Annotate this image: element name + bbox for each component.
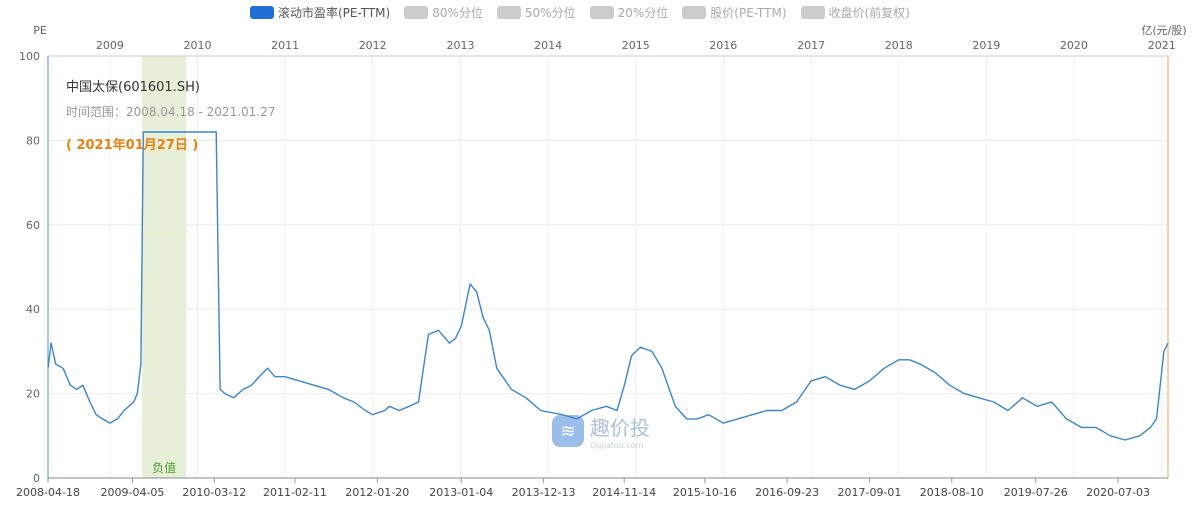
watermark-logo-icon: ≋ [552, 415, 584, 447]
top-year-label: 2012 [359, 39, 387, 52]
y-tick-label: 40 [26, 303, 40, 316]
x-tick-label: 2010-03-12 [182, 486, 246, 499]
top-year-label: 2018 [885, 39, 913, 52]
x-tick-label: 2019-07-26 [1004, 486, 1068, 499]
x-tick-label: 2011-02-11 [263, 486, 327, 499]
top-year-label: 2016 [709, 39, 737, 52]
legend-item-5[interactable]: 收盘价(前复权) [800, 4, 910, 21]
x-tick-label: 2013-01-04 [429, 486, 493, 499]
watermark-text: 趣价投 [590, 416, 650, 440]
x-tick-label: 2012-01-20 [345, 486, 409, 499]
legend-label: 股价(PE-TTM) [710, 6, 787, 20]
time-range: 时间范围：2008.04.18 - 2021.01.27 [66, 105, 276, 119]
y-tick-label: 100 [19, 50, 40, 63]
top-year-label: 2015 [622, 39, 650, 52]
legend-swatch [496, 6, 521, 19]
legend-item-0[interactable]: 滚动市盈率(PE-TTM) [250, 4, 390, 21]
y-tick-label: 80 [26, 134, 40, 147]
legend-swatch [800, 6, 825, 19]
top-year-label: 2014 [534, 39, 562, 52]
legend-swatch [682, 6, 707, 19]
top-year-label: 2010 [184, 39, 212, 52]
legend-item-4[interactable]: 股价(PE-TTM) [682, 4, 787, 21]
legend-label: 滚动市盈率(PE-TTM) [278, 6, 391, 20]
x-tick-label: 2018-08-10 [920, 486, 984, 499]
top-year-label: 2009 [96, 39, 124, 52]
x-tick-label: 2015-10-16 [673, 486, 737, 499]
y-tick-label: 60 [26, 219, 40, 232]
legend-item-2[interactable]: 50%分位 [496, 4, 576, 21]
stock-name: 中国太保(601601.SH) [66, 80, 200, 95]
watermark-sub: Qujiatou.com [590, 441, 644, 450]
legend-label: 20%分位 [617, 6, 669, 20]
x-tick-label: 2020-07-03 [1086, 486, 1150, 499]
watermark: ≋ 趣价投 Qujiatou.com [552, 412, 650, 450]
legend: 滚动市盈率(PE-TTM) 80%分位 50%分位 20%分位 股价(PE-TTM) 收盘… [250, 4, 910, 21]
current-date: ( 2021年01月27日 ) [66, 138, 199, 153]
x-tick-label: 2014-11-14 [592, 486, 656, 499]
legend-swatch [589, 6, 614, 19]
legend-label: 收盘价(前复权) [828, 6, 910, 20]
info-panel: 中国太保(601601.SH) 时间范围：2008.04.18 - 2021.0… [66, 76, 275, 153]
legend-swatch [250, 6, 274, 19]
top-year-label: 2013 [447, 39, 475, 52]
legend-label: 80%分位 [432, 6, 483, 20]
negative-region-label: 负值 [152, 460, 176, 475]
negative-region [142, 56, 187, 478]
x-tick-label: 2016-09-23 [755, 486, 819, 499]
x-tick-label: 2017-09-01 [837, 486, 901, 499]
top-year-label: 2020 [1060, 39, 1088, 52]
y-tick-label: 0 [33, 472, 40, 485]
x-tick-label: 2009-04-05 [101, 486, 165, 499]
y-axis-label: PE [33, 24, 47, 37]
legend-swatch [404, 6, 429, 19]
y-tick-label: 20 [26, 388, 40, 401]
top-year-label: 2011 [271, 39, 299, 52]
legend-item-3[interactable]: 20%分位 [589, 4, 669, 21]
series-line-0 [47, 131, 1169, 441]
legend-item-1[interactable]: 80%分位 [404, 4, 483, 21]
x-tick-label: 2008-04-18 [16, 486, 80, 499]
top-year-label: 2021 [1148, 39, 1176, 52]
x-tick-label: 2013-12-13 [512, 486, 576, 499]
top-year-label: 2017 [797, 39, 825, 52]
top-year-label: 2019 [972, 39, 1000, 52]
y-axis-right-label: 亿(元/股) [1141, 24, 1186, 37]
legend-label: 50%分位 [524, 6, 576, 20]
